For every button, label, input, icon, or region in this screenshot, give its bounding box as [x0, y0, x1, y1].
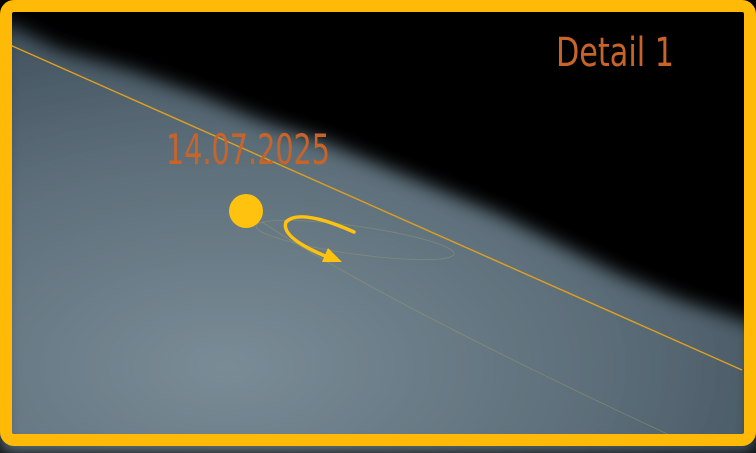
- arrow-head: [322, 248, 342, 262]
- horizon-line: [9, 44, 743, 371]
- detail-label: Detail 1: [556, 30, 674, 76]
- motion-arrow: [283, 215, 356, 260]
- orbit-path: [255, 219, 455, 261]
- sky-glow: [0, 20, 756, 453]
- orbit-trail: [261, 221, 681, 441]
- date-label: 14.07.2025: [166, 125, 330, 174]
- sun: [229, 194, 263, 228]
